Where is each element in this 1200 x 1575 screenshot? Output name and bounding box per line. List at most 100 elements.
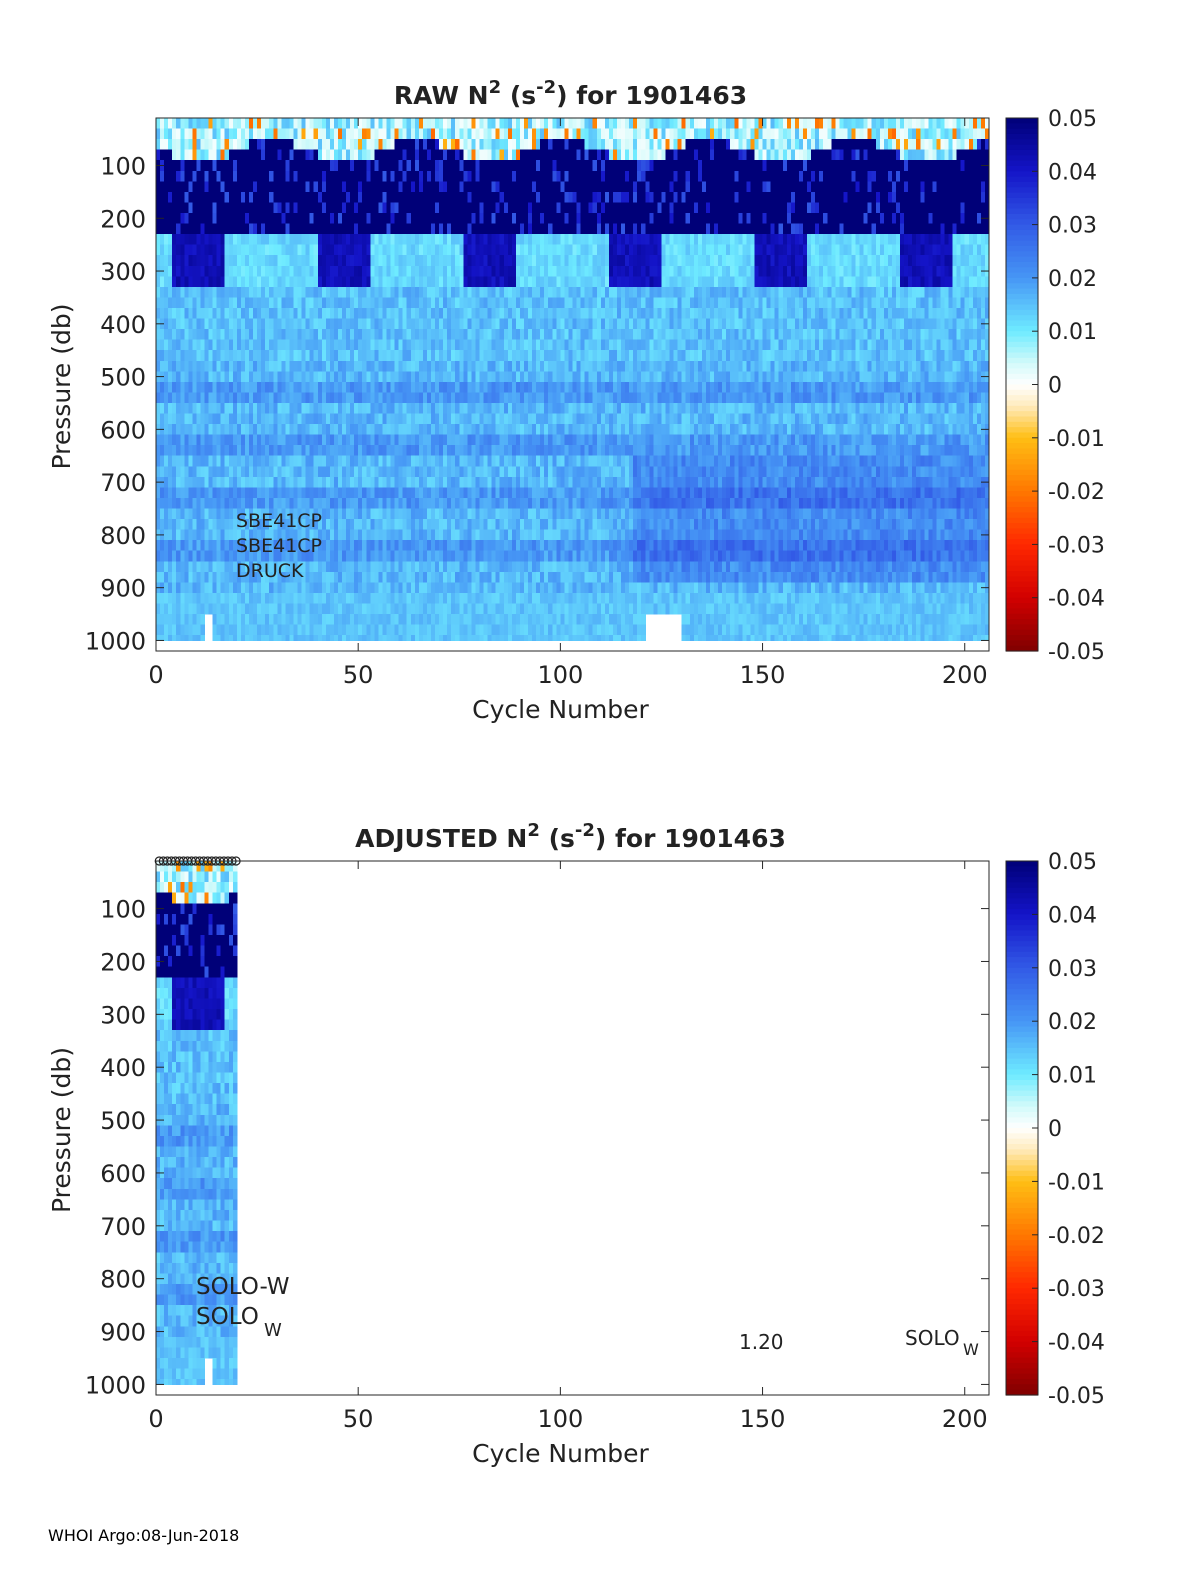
heatmap-cell xyxy=(265,624,270,636)
heatmap-cell xyxy=(321,244,327,256)
heatmap-cell xyxy=(536,381,541,393)
heatmap-cell xyxy=(196,128,201,140)
heatmap-cell xyxy=(382,519,387,531)
heatmap-cell xyxy=(204,455,210,467)
heatmap-cell xyxy=(463,508,468,520)
heatmap-cell xyxy=(220,624,226,636)
heatmap-cell xyxy=(277,202,282,214)
heatmap-cell xyxy=(297,329,303,341)
heatmap-cell xyxy=(346,223,351,235)
heatmap-cell xyxy=(176,519,181,531)
heatmap-cell xyxy=(447,497,452,510)
heatmap-cell xyxy=(224,339,230,351)
heatmap-cell xyxy=(232,614,238,626)
heatmap-cell xyxy=(224,202,230,214)
heatmap-cell xyxy=(471,550,476,562)
heatmap-cell xyxy=(447,561,452,573)
heatmap-cell xyxy=(337,160,343,172)
heatmap-cell xyxy=(350,402,355,415)
heatmap-cell xyxy=(164,265,169,277)
heatmap-cell xyxy=(439,508,444,520)
heatmap-cell xyxy=(354,297,359,309)
heatmap-cell xyxy=(208,212,214,225)
heatmap-cell xyxy=(528,350,533,362)
heatmap-cell xyxy=(398,624,404,636)
heatmap-cell xyxy=(281,371,286,383)
heatmap-cell xyxy=(176,487,181,499)
heatmap-cell xyxy=(176,402,181,415)
heatmap-cell xyxy=(281,191,286,203)
heatmap-cell xyxy=(309,508,315,520)
heatmap-cell xyxy=(447,487,452,499)
heatmap-cell xyxy=(532,255,537,267)
heatmap-cell xyxy=(503,212,509,225)
heatmap-cell xyxy=(289,318,294,330)
heatmap-cell xyxy=(212,424,218,436)
heatmap-cell xyxy=(358,603,363,615)
heatmap-cell xyxy=(390,508,396,520)
heatmap-cell xyxy=(406,519,412,531)
heatmap-cell xyxy=(386,265,392,277)
heatmap-cell xyxy=(386,455,392,467)
heatmap-cell xyxy=(342,329,347,341)
heatmap-cell xyxy=(463,529,468,541)
heatmap-cell xyxy=(305,170,311,182)
heatmap-cell xyxy=(329,392,335,404)
heatmap-cell xyxy=(297,519,303,531)
heatmap-cell xyxy=(548,265,553,277)
heatmap-cell xyxy=(168,350,173,362)
heatmap-cell xyxy=(479,339,485,351)
heatmap-cell xyxy=(168,571,173,583)
heatmap-cell xyxy=(523,149,529,161)
heatmap-cell xyxy=(532,434,537,446)
heatmap-cell xyxy=(418,297,424,309)
heatmap-cell xyxy=(192,118,197,130)
heatmap-cell xyxy=(386,571,392,583)
heatmap-cell xyxy=(507,561,513,573)
heatmap-cell xyxy=(471,318,476,330)
heatmap-cell xyxy=(463,202,468,214)
heatmap-cell xyxy=(168,624,173,636)
heatmap-cell xyxy=(253,149,258,161)
heatmap-cell xyxy=(350,424,355,436)
heatmap-cell xyxy=(536,635,541,641)
heatmap-cell xyxy=(362,614,367,626)
heatmap-cell xyxy=(208,603,214,615)
heatmap-cell xyxy=(451,445,456,457)
heatmap-cell xyxy=(293,413,299,425)
heatmap-cell xyxy=(370,128,375,140)
heatmap-cell xyxy=(499,529,505,541)
heatmap-cell xyxy=(548,244,553,256)
heatmap-cell xyxy=(240,118,246,130)
heatmap-cell xyxy=(390,550,396,562)
heatmap-cell xyxy=(261,255,266,267)
heatmap-cell xyxy=(313,424,319,436)
heatmap-cell xyxy=(200,402,206,415)
heatmap-cell xyxy=(459,128,464,140)
heatmap-cell xyxy=(301,149,307,161)
heatmap-cell xyxy=(236,466,242,478)
heatmap-cell xyxy=(224,561,230,573)
heatmap-cell xyxy=(398,497,404,510)
heatmap-cell xyxy=(180,381,185,393)
heatmap-cell xyxy=(479,497,485,510)
heatmap-cell xyxy=(418,350,424,362)
heatmap-cell xyxy=(329,318,335,330)
heatmap-cell xyxy=(350,307,355,320)
heatmap-cell xyxy=(515,307,521,320)
heatmap-cell xyxy=(491,234,497,246)
heatmap-cell xyxy=(220,571,226,583)
heatmap-cell xyxy=(200,487,206,499)
heatmap-cell xyxy=(556,540,561,552)
heatmap-cell xyxy=(471,297,476,309)
heatmap-cell xyxy=(228,160,234,172)
heatmap-cell xyxy=(212,255,218,267)
heatmap-cell xyxy=(184,360,189,372)
heatmap-cell xyxy=(406,255,412,267)
heatmap-cell xyxy=(499,592,505,604)
heatmap-cell xyxy=(447,255,452,267)
heatmap-cell xyxy=(236,540,242,552)
heatmap-cell xyxy=(200,434,206,446)
heatmap-cell xyxy=(410,561,416,573)
heatmap-cell xyxy=(503,191,509,203)
